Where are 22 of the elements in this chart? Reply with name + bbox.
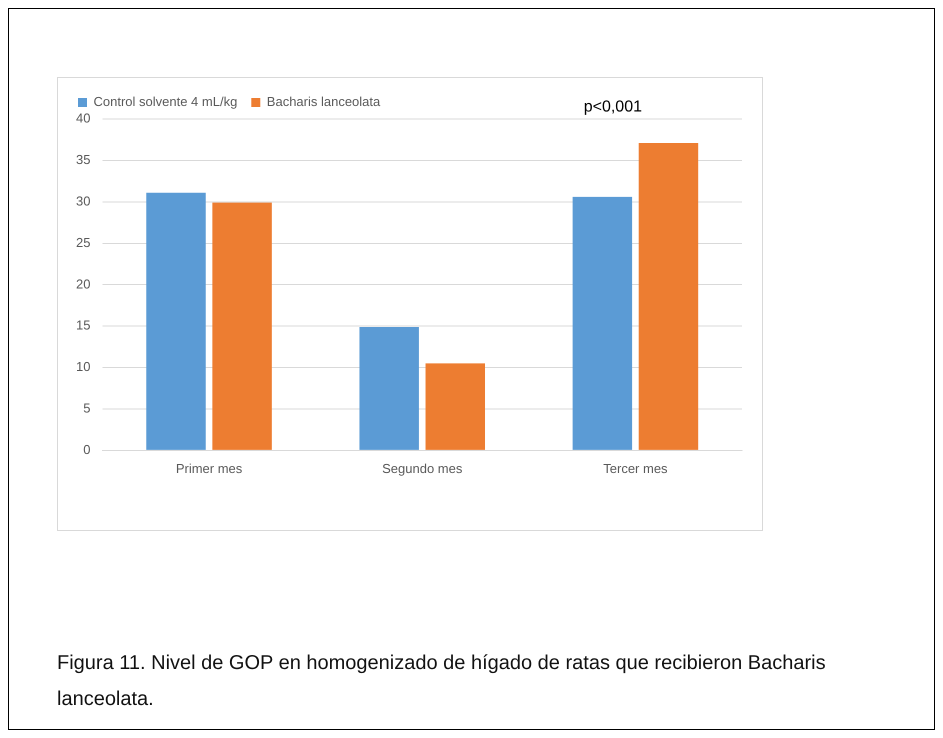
y-tick-label: 5 <box>83 400 90 416</box>
bar <box>638 143 698 450</box>
y-tick-label: 15 <box>76 318 90 333</box>
y-tick-label: 35 <box>76 152 90 168</box>
bar <box>426 363 486 450</box>
y-tick-label: 10 <box>76 359 90 374</box>
y-tick-label: 0 <box>83 442 90 457</box>
y-tick-label: 40 <box>76 110 90 126</box>
text: Figura 11. Nivel de GOP en homogenizado de hígado de ratas que recibieron Bacharis lanceolata. <box>57 651 827 712</box>
y-tick-label: 20 <box>76 276 90 292</box>
x-tick-label: Tercer mes <box>603 460 668 476</box>
bar <box>359 326 419 450</box>
y-tick-label: 25 <box>76 234 90 250</box>
bar <box>146 192 206 450</box>
bar <box>212 202 272 450</box>
bar <box>572 196 632 450</box>
x-tick-label: Segundo mes <box>382 460 463 476</box>
legend-label: Control solvente 4 mL/kg <box>94 94 238 110</box>
legend-label: Bacharis lanceolata <box>266 94 382 110</box>
text: p<0,001 <box>584 98 642 116</box>
y-tick-label: 30 <box>76 193 90 208</box>
x-tick-label: Primer mes <box>176 460 243 476</box>
